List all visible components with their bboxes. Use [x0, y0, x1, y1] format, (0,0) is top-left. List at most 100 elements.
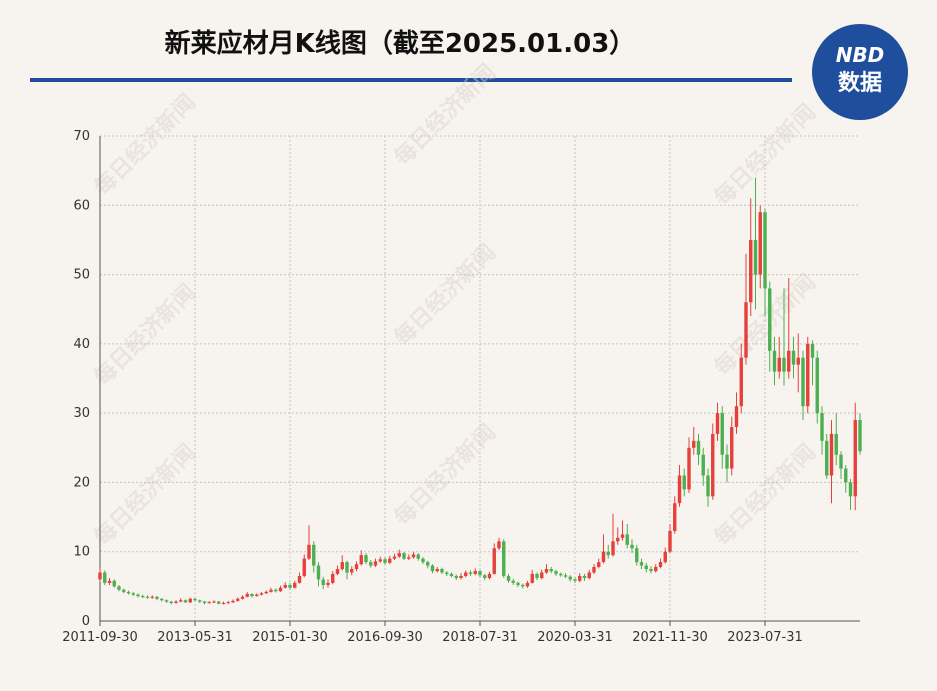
candle-body — [402, 553, 406, 559]
candle-body — [825, 440, 829, 476]
candle-body — [312, 544, 316, 566]
candle-body — [639, 562, 644, 566]
candle-body — [440, 569, 444, 573]
candle-body — [744, 302, 748, 358]
candle-body — [848, 482, 853, 497]
candle-body — [701, 454, 705, 476]
candle-body — [521, 584, 525, 587]
y-tick-label: 70 — [73, 129, 90, 144]
candle-body — [274, 589, 278, 592]
candle-body — [540, 572, 544, 579]
candle-body — [725, 454, 729, 469]
candle-body — [250, 593, 254, 597]
candle-body — [293, 582, 297, 588]
candle-body — [231, 600, 235, 603]
candle-body — [240, 596, 245, 599]
candle-body — [749, 239, 753, 303]
candle-body — [549, 569, 553, 572]
candle-body — [141, 596, 145, 598]
candle-body — [720, 413, 724, 455]
candle-body — [430, 565, 435, 572]
candle-body — [791, 350, 796, 365]
candle-body — [692, 440, 696, 448]
candle-body — [245, 593, 249, 597]
candle-body — [468, 572, 473, 574]
candle-body — [259, 593, 264, 595]
candle-body — [758, 212, 762, 275]
candle-body — [188, 598, 192, 603]
candle-body — [193, 598, 197, 601]
candle-body — [407, 557, 411, 559]
candle-body — [587, 572, 591, 579]
candle-body — [578, 575, 582, 581]
candle-body — [155, 596, 159, 599]
candle-body — [530, 573, 534, 583]
candle-body — [763, 212, 767, 289]
candle-body — [169, 601, 173, 603]
candle-body — [202, 601, 207, 603]
y-tick-label: 50 — [73, 268, 90, 283]
candle-body — [340, 562, 344, 570]
candle-body — [682, 475, 686, 490]
candle-body — [207, 602, 211, 604]
candle-body — [117, 586, 121, 590]
candle-body — [506, 575, 511, 581]
title-underline — [30, 78, 792, 82]
candle-body — [497, 541, 501, 549]
candle-body — [597, 562, 601, 567]
candle-body — [473, 571, 477, 574]
candle-body — [179, 600, 183, 602]
candle-body — [345, 562, 349, 573]
candle-body — [492, 548, 496, 574]
candle-body — [392, 556, 397, 559]
candle-body — [131, 593, 135, 595]
candle-body — [449, 573, 454, 576]
candle-body — [164, 600, 169, 602]
x-tick-label: 2018-07-31 — [442, 630, 518, 645]
candle-body — [478, 571, 482, 576]
candle-body — [820, 413, 824, 441]
candle-body — [454, 575, 458, 579]
candle-body — [502, 541, 506, 576]
candle-body — [525, 582, 530, 587]
candle-body — [829, 433, 834, 476]
candle-body — [217, 601, 221, 604]
candle-body — [644, 565, 648, 570]
candle-body — [768, 288, 772, 351]
candle-body — [136, 594, 140, 597]
candle-body — [383, 559, 387, 563]
candle-body — [269, 589, 273, 592]
candle-body — [706, 475, 710, 497]
candle-body — [107, 580, 112, 583]
candle-body — [516, 582, 520, 585]
candle-body — [283, 584, 287, 588]
candle-body — [126, 591, 131, 594]
candle-body — [772, 350, 777, 372]
candle-body — [112, 580, 116, 587]
candle-body — [844, 468, 848, 483]
x-tick-label: 2016-09-30 — [347, 630, 423, 645]
candle-body — [255, 594, 259, 597]
candle-body — [677, 475, 682, 504]
candle-body — [98, 572, 102, 580]
candle-body — [687, 447, 691, 490]
logo — [812, 24, 908, 120]
candle-body — [350, 569, 354, 573]
candle-body — [483, 575, 487, 579]
x-tick-label: 2020-03-31 — [537, 630, 613, 645]
x-tick-label: 2015-01-30 — [252, 630, 328, 645]
candle-body — [445, 572, 449, 574]
candle-body — [601, 551, 606, 563]
candle-body — [145, 596, 150, 598]
candle-body — [592, 566, 596, 573]
candle-body — [573, 579, 577, 581]
candle-body — [787, 350, 791, 372]
candle-body — [378, 559, 382, 562]
candle-body — [426, 562, 430, 566]
candle-body — [174, 601, 178, 603]
candle-body — [635, 548, 639, 563]
candle-body — [397, 553, 401, 557]
candle-body — [321, 579, 325, 585]
logo-text: 数据 — [838, 70, 882, 96]
candle-body — [464, 572, 468, 576]
